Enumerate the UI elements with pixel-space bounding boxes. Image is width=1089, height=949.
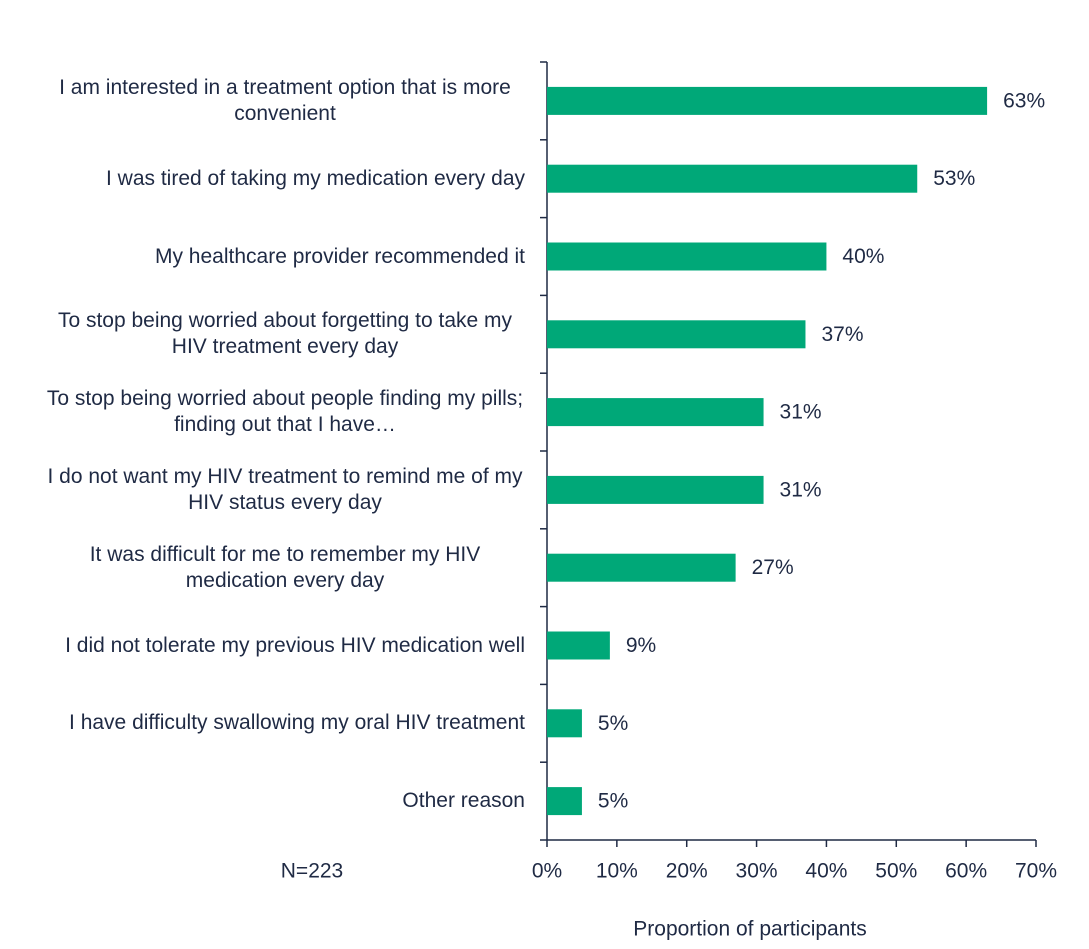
category-label: I did not tolerate my previous HIV medic…	[65, 633, 525, 657]
category-label-box: I have difficulty swallowing my oral HIV…	[45, 710, 525, 736]
value-label: 27%	[752, 556, 794, 579]
value-label: 63%	[1003, 89, 1045, 112]
x-tick-label: 70%	[1015, 860, 1057, 883]
bar	[547, 631, 610, 660]
category-label: I am interested in a treatment option th…	[59, 75, 511, 125]
value-label: 5%	[598, 712, 628, 735]
value-label: 53%	[933, 167, 975, 190]
x-tick-label: 20%	[666, 860, 708, 883]
bar	[547, 475, 764, 504]
bar	[547, 242, 827, 271]
x-tick-label: 0%	[532, 860, 562, 883]
sample-size: N=223	[281, 860, 343, 883]
category-label: I was tired of taking my medication ever…	[105, 166, 525, 190]
category-label-box: I was tired of taking my medication ever…	[45, 166, 525, 192]
category-label: Other reason	[402, 789, 525, 813]
bar	[547, 164, 918, 193]
category-label-box: I did not tolerate my previous HIV medic…	[45, 633, 525, 659]
category-label: My healthcare provider recommended it	[154, 244, 525, 268]
value-label: 31%	[780, 401, 822, 424]
x-tick-label: 50%	[875, 860, 917, 883]
value-label: 5%	[598, 790, 628, 813]
bar	[547, 86, 988, 115]
category-label-box: I do not want my HIV treatment to remind…	[45, 464, 525, 516]
bar	[547, 320, 806, 349]
category-label: It was difficult for me to remember my H…	[89, 542, 481, 592]
category-label-box: I am interested in a treatment option th…	[45, 75, 525, 127]
bar	[547, 553, 736, 582]
category-label-box: To stop being worried about people findi…	[45, 386, 525, 438]
category-label: I do not want my HIV treatment to remind…	[47, 464, 523, 514]
value-label: 37%	[821, 323, 863, 346]
category-label-box: To stop being worried about forgetting t…	[45, 308, 525, 360]
category-label-box: Other reason	[45, 788, 525, 814]
bar	[547, 787, 582, 816]
category-label: I have difficulty swallowing my oral HIV…	[69, 711, 525, 735]
category-label-box: It was difficult for me to remember my H…	[45, 542, 525, 594]
category-label: To stop being worried about people findi…	[46, 387, 524, 437]
x-tick-label: 40%	[805, 860, 847, 883]
bar	[547, 709, 582, 738]
bar	[547, 398, 764, 427]
x-tick-label: 30%	[736, 860, 778, 883]
category-label-box: My healthcare provider recommended it	[45, 244, 525, 270]
value-label: 9%	[626, 634, 656, 657]
x-tick-label: 60%	[945, 860, 987, 883]
x-axis-title: Proportion of participants	[633, 918, 866, 941]
value-label: 31%	[780, 478, 822, 501]
value-label: 40%	[842, 245, 884, 268]
category-label: To stop being worried about forgetting t…	[57, 309, 513, 359]
x-tick-label: 10%	[596, 860, 638, 883]
